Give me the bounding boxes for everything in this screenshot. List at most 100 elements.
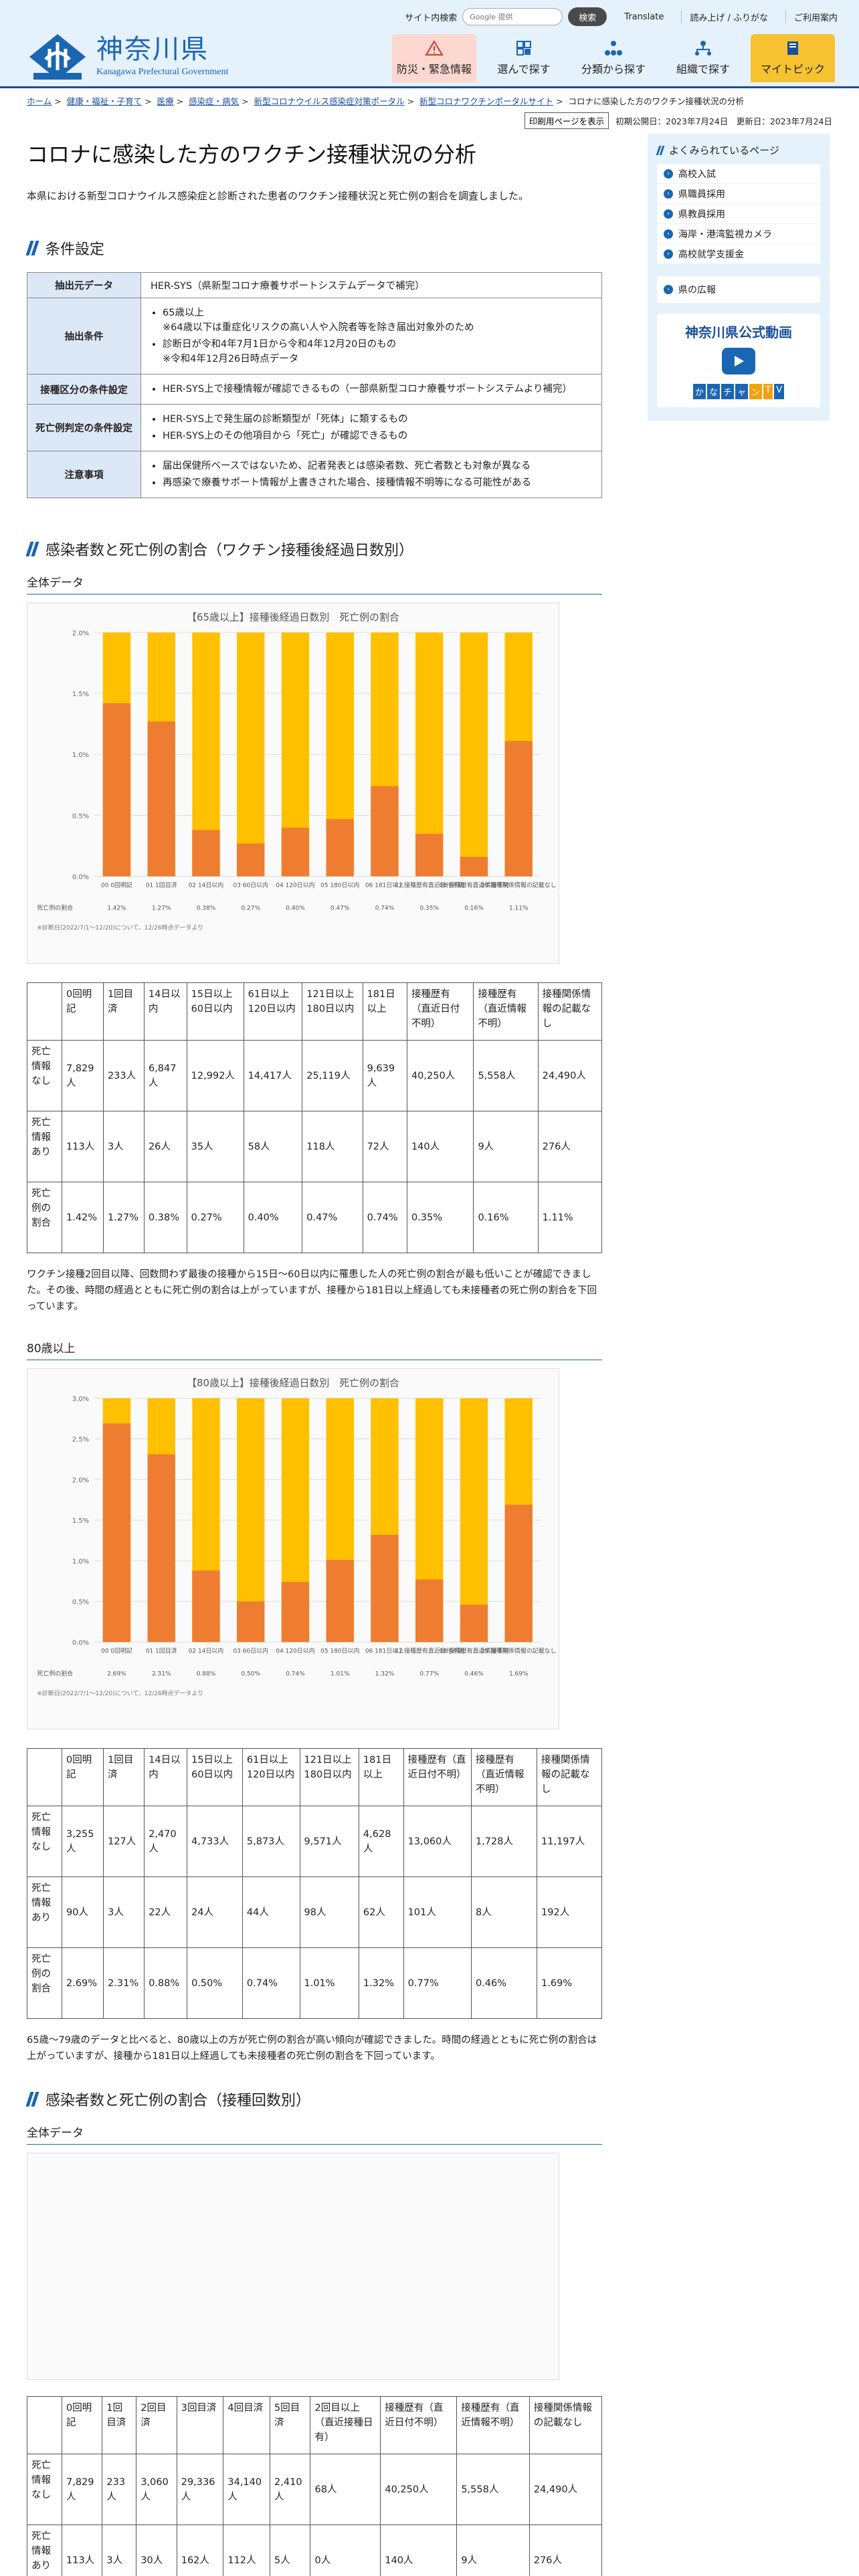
table-cell: 113人 xyxy=(62,1111,104,1182)
bar xyxy=(504,741,533,877)
table-cell: 3人 xyxy=(102,1111,145,1182)
table-cell: 25,119人 xyxy=(302,1040,363,1111)
data-label: 2.69% xyxy=(107,1671,126,1677)
cond-item: HER-SYS上のその他項目から「死亡」が確認できるもの xyxy=(163,429,592,443)
table-cell: 162人 xyxy=(176,2525,224,2576)
sidebar-faq-item[interactable]: › 高校入試 xyxy=(657,164,820,184)
row-header: 死亡情報なし xyxy=(27,1806,62,1877)
y-tick-label: 2.0% xyxy=(72,1477,89,1484)
print-page-button[interactable]: 印刷用ページを表示 xyxy=(524,112,609,129)
table-cell: 113人 xyxy=(61,2525,103,2576)
search-label: サイト内検索 xyxy=(405,13,458,23)
x-tick-label: 08 接種歴有直近情報不明 xyxy=(440,881,509,889)
read-aloud-link[interactable]: 読み上げ / ふりがな xyxy=(681,10,776,23)
cond-value: HER-SYS（県新型コロナ療養サポートシステムデータで補完） xyxy=(140,272,602,298)
table-cell: 12,992人 xyxy=(186,1040,244,1111)
bar xyxy=(371,1535,399,1642)
table-cell: 3人 xyxy=(102,2525,137,2576)
chart-title: 【80歳以上】接種後経過日数別 死亡例の割合 xyxy=(187,1377,399,1389)
data-label: 0.35% xyxy=(420,905,440,911)
sidebar-faq-item[interactable]: › 県教員採用 xyxy=(657,204,820,224)
table-cell: 0.88% xyxy=(144,1947,188,2019)
breadcrumb-covid-portal[interactable]: 新型コロナウイルス感染症対策ポータル xyxy=(254,96,405,106)
column-header: 接種関係情報の記載なし xyxy=(537,982,603,1041)
nav-emergency[interactable]: 防災・緊急情報 xyxy=(392,34,476,82)
table-cell: 127人 xyxy=(103,1806,145,1877)
cond-item: 診断日が令和4年7月1日から令和4年12月20日のもの※令和4年12月26日時点… xyxy=(163,337,592,366)
x-tick-label: 06 181日以上 xyxy=(365,881,404,889)
nav-mytopic[interactable]: マイトピック xyxy=(751,34,835,82)
table-cell: 1.11% xyxy=(537,1182,603,1253)
table-cell: 192人 xyxy=(537,1876,602,1948)
table-cell: 11,197人 xyxy=(537,1806,602,1877)
table-cell: 1.01% xyxy=(299,1947,359,2019)
video-title: 神奈川県公式動画 xyxy=(685,324,792,340)
table-cell: 140人 xyxy=(380,2525,458,2576)
table-cell: 40,250人 xyxy=(406,1040,474,1111)
bar xyxy=(281,827,310,877)
table-cell: 0.74% xyxy=(362,1182,407,1253)
table-cell: 90人 xyxy=(61,1876,104,1948)
data-label: 0.47% xyxy=(330,905,350,911)
translate-link[interactable]: Translate xyxy=(624,11,664,22)
site-logo[interactable]: 神奈川県 Kanagawa Prefectural Government xyxy=(27,31,228,82)
data-label: 2.31% xyxy=(152,1671,171,1677)
table-cell: 1.32% xyxy=(358,1947,404,2019)
search-input[interactable] xyxy=(462,8,563,25)
column-header: 181日以上 xyxy=(358,1748,404,1806)
sub-heading-doses-all: 全体データ xyxy=(27,2123,602,2145)
kanagawa-emblem-icon xyxy=(29,34,86,80)
column-header: 15日以上60日以内 xyxy=(186,982,244,1041)
table-cell: 101人 xyxy=(403,1876,472,1948)
y-tick-label: 1.0% xyxy=(72,1558,89,1566)
sub-heading-all: 全体データ xyxy=(27,573,602,595)
data-label: 1.69% xyxy=(509,1671,529,1677)
usage-guide-link[interactable]: ご利用案内 xyxy=(785,10,846,23)
top-utility-bar: サイト内検索 検索 Translate 読み上げ / ふりがな ご利用案内 xyxy=(0,0,859,33)
tv-logo-letter: ャ xyxy=(735,384,749,399)
nav-organization[interactable]: 組織で探す xyxy=(661,34,745,82)
table-cell: 233人 xyxy=(102,2454,137,2525)
nav-category[interactable]: 分類から探す xyxy=(571,34,656,82)
tv-logo-letter: な xyxy=(707,384,721,399)
table-cell: 1,728人 xyxy=(470,1806,538,1877)
row-header: 死亡情報あり xyxy=(27,1111,62,1182)
sidebar-kouhou-link[interactable]: › 県の広報 xyxy=(657,276,820,303)
y-tick-label: 2.5% xyxy=(72,1436,89,1444)
cond-header: 抽出条件 xyxy=(27,298,141,374)
table-cell: 4,733人 xyxy=(187,1806,243,1877)
table-cell: 26人 xyxy=(143,1111,187,1182)
table-cell: 24,490人 xyxy=(537,1040,603,1111)
bookmark-icon xyxy=(787,41,798,55)
y-tick-label: 0.0% xyxy=(72,873,89,881)
tv-logo-letter: ン xyxy=(749,384,763,399)
breadcrumb-vaccine-portal[interactable]: 新型コロナワクチンポータルサイト xyxy=(419,96,554,106)
table-cell: 3,060人 xyxy=(136,2454,177,2525)
column-header: 1回目済 xyxy=(103,1748,145,1806)
search-button[interactable]: 検索 xyxy=(568,7,607,26)
table-cell: 68人 xyxy=(310,2454,381,2525)
site-search: サイト内検索 検索 xyxy=(405,7,607,26)
bar xyxy=(237,1601,265,1642)
sidebar-faq-item[interactable]: › 海岸・港湾監視カメラ xyxy=(657,224,820,244)
stats-table-doses: 0回明記 1回目済 2回目済 3回目済 4回目済 5回目済 2回目以上（直近接種日有） 接種歴… xyxy=(27,2396,603,2576)
nav-choose[interactable]: 選んで探す xyxy=(482,34,566,82)
analysis-text-all: ワクチン接種2回目以降、回数問わず最後の接種から15日～60日以内に罹患した人の… xyxy=(27,1269,597,1312)
breadcrumb-disease[interactable]: 感染症・病気 xyxy=(189,96,240,106)
sidebar-faq-item[interactable]: › 県職員採用 xyxy=(657,184,820,204)
chart-footnote: ※診断日(2022/7/1～12/20)について、12/26時点データより xyxy=(37,1689,203,1697)
breadcrumb-home[interactable]: ホーム xyxy=(27,96,52,106)
table-cell: 7,829人 xyxy=(62,1040,104,1111)
breadcrumb-health[interactable]: 健康・福祉・子育て xyxy=(66,96,142,106)
table-cell: 0.77% xyxy=(403,1947,472,2019)
column-header: 14日以内 xyxy=(144,1748,188,1806)
breadcrumb-medical[interactable]: 医療 xyxy=(157,96,174,106)
sidebar-faq-item[interactable]: › 高校就学支援金 xyxy=(657,244,820,264)
column-header: 121日以上180日以内 xyxy=(302,982,363,1041)
column-header: 接種関係情報の記載なし xyxy=(537,1748,602,1806)
bar xyxy=(192,1570,220,1642)
bar xyxy=(460,857,488,877)
cond-item: 再感染で療養サポート情報が上書きされた場合、接種情報不明等になる可能性がある xyxy=(163,475,592,490)
bar-background xyxy=(237,1398,265,1642)
